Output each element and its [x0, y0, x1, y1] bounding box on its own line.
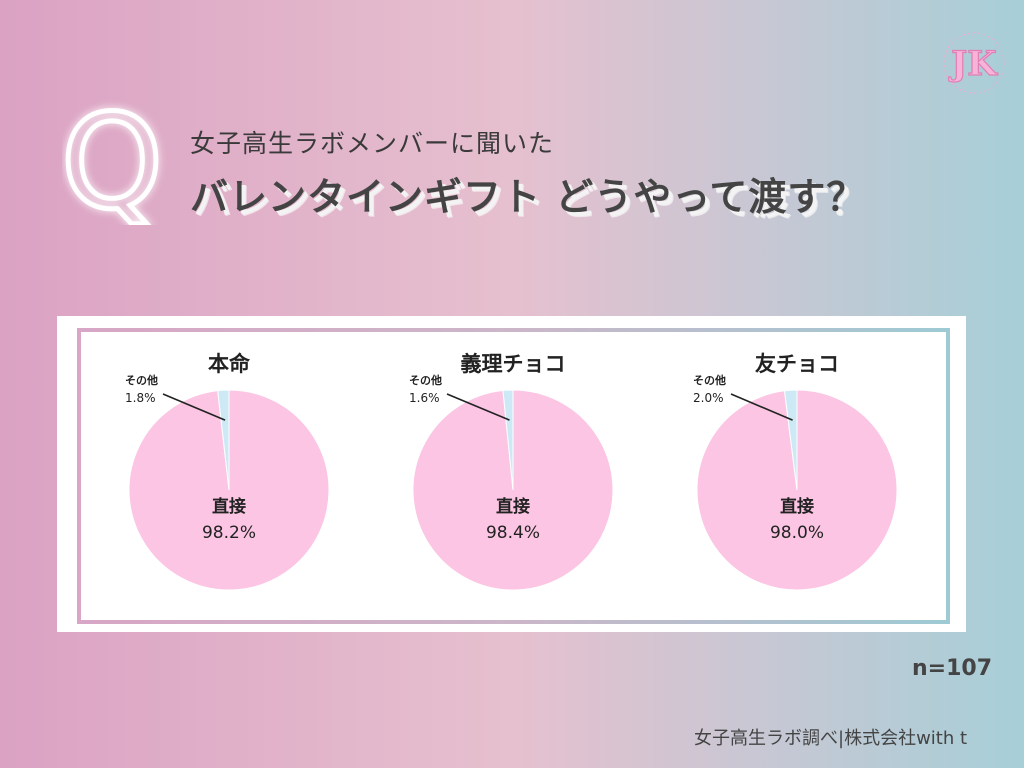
callout-line — [162, 393, 226, 421]
pie-chart-giri: 義理チョコ 直接 98.4% その他 1.6% — [383, 316, 643, 632]
pie-svg: 直接 98.0% その他 2.0% — [693, 373, 898, 591]
pie-slice-other — [783, 389, 798, 491]
callout-line — [730, 393, 793, 421]
credit-text: 女子高生ラボ調べ|株式会社with t — [694, 728, 968, 749]
logo-text: JK — [948, 44, 998, 84]
slice-value-other: 1.6% — [409, 391, 440, 405]
q-icon: Q — [62, 95, 166, 225]
slice-label-other: その他 — [125, 373, 158, 387]
slice-value-direct: 98.4% — [486, 523, 540, 543]
pie-slice-other — [217, 389, 230, 491]
subtitle: 女子高生ラボメンバーに聞いた — [190, 129, 555, 158]
pie-chart-tomo: 友チョコ 直接 98.0% その他 2.0% — [667, 316, 927, 632]
pie-svg: 直接 98.2% その他 1.8% — [125, 373, 330, 591]
pie-chart-honmei: 本命 直接 98.2% その他 1.8% — [99, 316, 359, 632]
pie-svg: 直接 98.4% その他 1.6% — [409, 373, 614, 591]
callout-line — [446, 393, 510, 421]
pie-title: 本命 — [208, 352, 250, 376]
pie-slice-other — [502, 389, 514, 491]
slice-label-other: その他 — [409, 373, 442, 387]
chart-panel: 本命 直接 98.2% その他 1.8% 義理チョコ 直接 98.4% その他 1.6% 友… — [57, 316, 966, 632]
q-letter: Q — [62, 95, 163, 225]
page-title: バレンタインギフト どうやって渡す？ — [190, 175, 866, 219]
slice-label-direct: 直接 — [212, 496, 246, 517]
slice-label-direct: 直接 — [780, 496, 814, 517]
slice-label-other: その他 — [693, 373, 726, 387]
slice-value-direct: 98.2% — [202, 523, 256, 543]
jk-logo: JK — [943, 32, 1005, 94]
sample-size: n=107 — [912, 656, 993, 681]
slice-value-other: 1.8% — [125, 391, 156, 405]
slice-value-other: 2.0% — [693, 391, 724, 405]
slice-value-direct: 98.0% — [770, 523, 824, 543]
slice-label-direct: 直接 — [496, 496, 530, 517]
pie-title: 友チョコ — [755, 352, 839, 376]
pie-title: 義理チョコ — [460, 352, 566, 376]
